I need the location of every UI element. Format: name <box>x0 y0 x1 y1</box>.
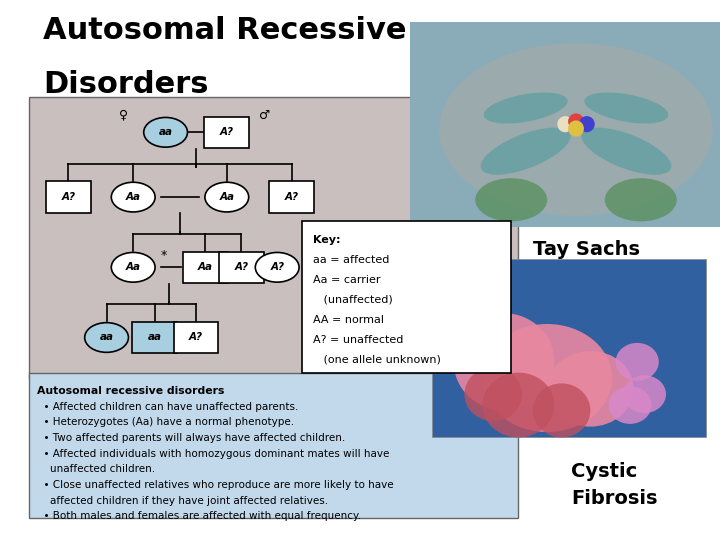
Text: A?: A? <box>61 192 76 202</box>
Text: unaffected children.: unaffected children. <box>37 464 156 475</box>
Ellipse shape <box>568 113 584 130</box>
Text: A?: A? <box>270 262 284 272</box>
Ellipse shape <box>585 92 668 124</box>
Ellipse shape <box>557 116 573 132</box>
Ellipse shape <box>579 116 595 132</box>
Text: Aa = carrier: Aa = carrier <box>313 275 381 285</box>
Text: AA = normal: AA = normal <box>313 315 384 325</box>
Text: A?: A? <box>189 333 203 342</box>
Text: aa: aa <box>99 333 114 342</box>
Ellipse shape <box>547 351 634 427</box>
Ellipse shape <box>616 343 659 381</box>
FancyBboxPatch shape <box>46 181 91 213</box>
Text: • Affected children can have unaffected parents.: • Affected children can have unaffected … <box>37 402 299 412</box>
FancyBboxPatch shape <box>204 117 249 148</box>
FancyBboxPatch shape <box>29 97 518 378</box>
Ellipse shape <box>533 383 590 437</box>
Text: aa: aa <box>148 333 162 342</box>
Ellipse shape <box>454 313 554 410</box>
FancyBboxPatch shape <box>432 259 706 437</box>
Ellipse shape <box>464 367 522 421</box>
Ellipse shape <box>582 127 671 175</box>
Ellipse shape <box>482 324 612 432</box>
FancyBboxPatch shape <box>302 221 511 373</box>
Text: ♂: ♂ <box>259 109 271 122</box>
FancyBboxPatch shape <box>132 322 177 353</box>
Ellipse shape <box>605 178 677 221</box>
Text: • Close unaffected relatives who reproduce are more likely to have: • Close unaffected relatives who reprodu… <box>37 480 394 490</box>
Ellipse shape <box>144 117 187 147</box>
FancyBboxPatch shape <box>269 181 314 213</box>
Ellipse shape <box>482 373 554 437</box>
Ellipse shape <box>439 43 713 216</box>
Ellipse shape <box>475 178 547 221</box>
Text: Key:: Key: <box>313 235 341 245</box>
Text: Autosomal Recessive: Autosomal Recessive <box>43 16 407 45</box>
Text: Fibrosis: Fibrosis <box>571 489 657 508</box>
Text: ♀: ♀ <box>119 109 128 122</box>
Ellipse shape <box>112 252 155 282</box>
Text: A?: A? <box>284 192 299 202</box>
Text: • Two affected parents will always have affected children.: • Two affected parents will always have … <box>37 433 346 443</box>
FancyBboxPatch shape <box>29 373 518 518</box>
Text: A?: A? <box>234 262 248 272</box>
FancyBboxPatch shape <box>174 322 218 353</box>
Text: Aa: Aa <box>126 192 140 202</box>
FancyBboxPatch shape <box>219 252 264 283</box>
Ellipse shape <box>484 92 567 124</box>
Ellipse shape <box>205 183 248 212</box>
Text: • Affected individuals with homozygous dominant mates will have: • Affected individuals with homozygous d… <box>37 449 390 459</box>
FancyBboxPatch shape <box>410 22 720 227</box>
Text: A? = unaffected: A? = unaffected <box>313 335 404 345</box>
Ellipse shape <box>256 252 299 282</box>
Text: Aa: Aa <box>220 192 234 202</box>
Text: *: * <box>161 249 167 262</box>
Text: Disorders: Disorders <box>43 70 209 99</box>
Text: Aa: Aa <box>198 262 212 272</box>
Text: (one allele unknown): (one allele unknown) <box>313 355 441 365</box>
Ellipse shape <box>608 386 652 424</box>
Text: (unaffected): (unaffected) <box>313 295 393 305</box>
Text: affected children if they have joint affected relatives.: affected children if they have joint aff… <box>37 496 328 506</box>
Text: • Heterozygotes (Aa) have a normal phenotype.: • Heterozygotes (Aa) have a normal pheno… <box>37 417 294 428</box>
Text: Cystic: Cystic <box>571 462 637 481</box>
Text: Tay Sachs: Tay Sachs <box>534 240 640 259</box>
Text: Aa: Aa <box>126 262 140 272</box>
Text: A?: A? <box>220 127 234 137</box>
Ellipse shape <box>112 183 155 212</box>
Ellipse shape <box>623 375 666 413</box>
Text: Autosomal recessive disorders: Autosomal recessive disorders <box>37 386 225 396</box>
Text: • Both males and females are affected with equal frequency.: • Both males and females are affected wi… <box>37 511 361 522</box>
Text: aa = affected: aa = affected <box>313 255 390 265</box>
Ellipse shape <box>568 120 584 137</box>
FancyBboxPatch shape <box>183 252 228 283</box>
Ellipse shape <box>85 322 128 352</box>
Ellipse shape <box>481 127 570 175</box>
Text: aa: aa <box>158 127 173 137</box>
